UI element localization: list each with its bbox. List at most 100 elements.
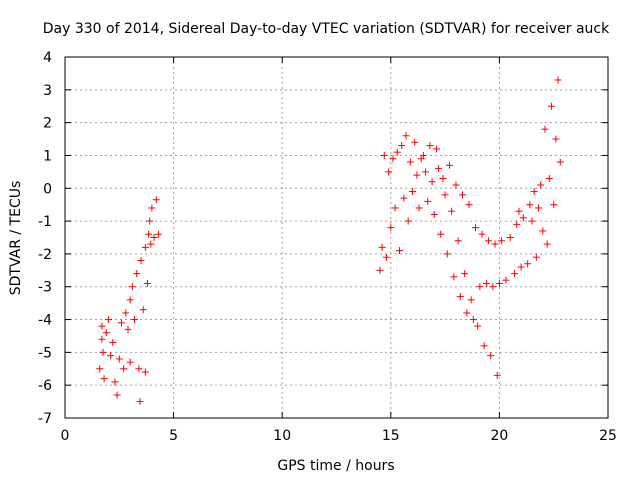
plot-frame	[64, 56, 609, 419]
data-point	[419, 151, 427, 159]
data-point	[406, 158, 414, 166]
data-point	[413, 171, 421, 179]
y-tick-label: -4	[38, 313, 52, 329]
grid-layer	[65, 57, 608, 418]
data-point	[448, 207, 456, 215]
data-point	[109, 339, 117, 347]
chart-title: Day 330 of 2014, Sidereal Day-to-day VTE…	[43, 21, 610, 37]
data-point	[139, 306, 147, 314]
data-point	[126, 296, 134, 304]
data-point	[511, 270, 519, 278]
data-point	[491, 240, 499, 248]
ticks-layer: 0 5 10 15 20 25 -7 -6 -5 -4 -3 -2 -1 0 1 2 3 4	[38, 50, 617, 444]
data-point	[435, 165, 443, 173]
data-point	[537, 181, 545, 189]
data-point	[526, 201, 534, 209]
x-tick-label: 5	[169, 428, 178, 444]
data-point	[445, 161, 453, 169]
data-point	[117, 319, 125, 327]
marks-layer	[96, 76, 564, 406]
data-point	[465, 201, 473, 209]
data-point	[513, 220, 521, 228]
data-point	[422, 168, 430, 176]
data-point	[528, 217, 536, 225]
data-point	[400, 194, 408, 202]
data-point	[450, 273, 458, 281]
data-point	[144, 279, 152, 287]
data-point	[102, 329, 110, 337]
data-point	[430, 211, 438, 219]
data-point	[113, 391, 121, 399]
data-point	[515, 207, 523, 215]
data-point	[389, 155, 397, 163]
data-point	[502, 276, 510, 284]
data-point	[126, 358, 134, 366]
x-tick-label: 10	[273, 428, 291, 444]
data-point	[426, 142, 434, 150]
data-point	[393, 148, 401, 156]
y-tick-label: -3	[38, 280, 52, 296]
data-point	[552, 135, 560, 143]
data-point	[554, 76, 562, 84]
data-point	[100, 375, 108, 383]
data-point	[152, 196, 160, 204]
data-point	[96, 365, 104, 373]
data-point	[495, 279, 503, 287]
x-axis-label: GPS time / hours	[277, 458, 394, 474]
data-point	[517, 263, 525, 271]
data-point	[411, 138, 419, 146]
x-tick-label: 20	[490, 428, 508, 444]
data-point	[454, 237, 462, 245]
data-point	[485, 237, 493, 245]
data-point	[439, 174, 447, 182]
data-point	[128, 283, 136, 291]
data-point	[378, 243, 386, 251]
data-point	[489, 283, 497, 291]
data-point	[387, 224, 395, 232]
x-tick-label: 0	[61, 428, 70, 444]
data-point	[146, 217, 154, 225]
y-tick-label: 1	[43, 148, 52, 164]
data-point	[550, 201, 558, 209]
data-point	[124, 325, 132, 333]
data-point	[506, 234, 514, 241]
data-point	[524, 260, 532, 268]
data-point	[382, 253, 390, 261]
data-point	[380, 151, 388, 159]
data-point	[539, 227, 547, 235]
data-point	[463, 309, 471, 317]
data-point	[519, 214, 527, 222]
data-point	[532, 253, 540, 261]
data-point	[472, 224, 480, 232]
data-point	[441, 191, 449, 199]
data-point	[548, 102, 556, 110]
data-point	[424, 197, 432, 205]
data-point	[137, 256, 145, 264]
data-point	[107, 352, 115, 360]
data-point	[467, 296, 475, 304]
data-point	[135, 365, 143, 373]
data-point	[120, 365, 128, 373]
y-tick-label: 4	[43, 50, 52, 66]
data-point	[150, 234, 158, 241]
data-point	[141, 243, 149, 251]
data-point	[474, 322, 482, 330]
data-point	[556, 158, 564, 166]
data-point	[487, 352, 495, 360]
data-point	[456, 293, 464, 301]
y-tick-label: 2	[43, 116, 52, 132]
data-point	[476, 283, 484, 291]
data-point	[402, 132, 410, 140]
data-point	[480, 342, 488, 350]
data-point	[131, 316, 139, 324]
data-point	[122, 309, 130, 317]
data-point	[482, 279, 490, 287]
data-point	[478, 230, 486, 238]
data-point	[145, 230, 153, 238]
data-point	[437, 230, 445, 238]
data-point	[541, 125, 549, 133]
data-point	[530, 188, 538, 196]
data-point	[141, 368, 149, 376]
